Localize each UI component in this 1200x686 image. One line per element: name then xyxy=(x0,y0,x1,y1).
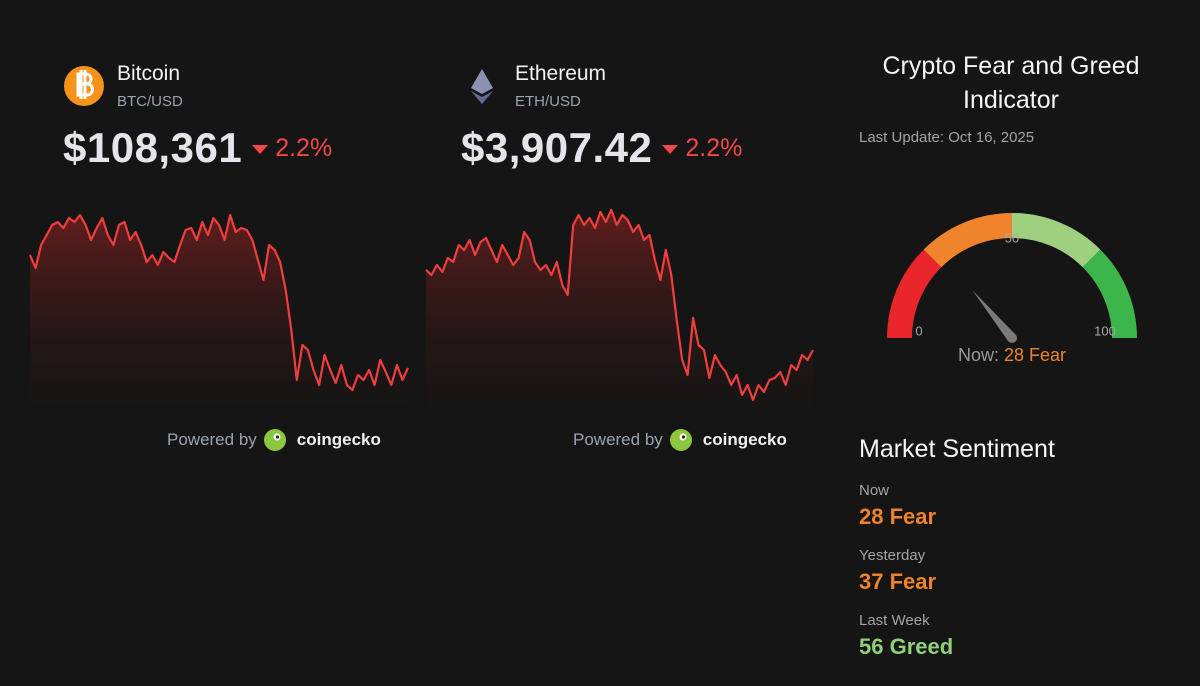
sparkline xyxy=(425,208,814,402)
bitcoin-glyph xyxy=(76,70,94,99)
gauge-band xyxy=(1082,249,1137,338)
gauge-band xyxy=(887,249,942,338)
gauge-tick-label: 0 xyxy=(915,323,922,338)
sentiment-number: 28 xyxy=(859,504,884,529)
sparkline xyxy=(28,213,409,392)
now-number: 28 xyxy=(1003,345,1025,365)
coin-change: 2.2% xyxy=(275,133,333,162)
sentiment-class: Fear xyxy=(889,569,937,594)
down-arrow xyxy=(662,145,679,154)
logo-circle xyxy=(669,429,692,451)
sentiment-number: 37 xyxy=(859,569,884,594)
sentiment-label: Now xyxy=(859,482,890,499)
gauge-tick-label: 50 xyxy=(1005,230,1019,245)
gauge-tick-label: 100 xyxy=(1094,323,1116,338)
logo-circle xyxy=(263,429,286,451)
sentiment-number: 56 xyxy=(859,634,884,659)
sentiment-label: Yesterday xyxy=(859,547,926,564)
coin-pair: BTC/USD xyxy=(117,93,183,110)
gauge-band xyxy=(1012,213,1101,268)
powered-text: Powered by xyxy=(167,430,257,449)
logo-pupil xyxy=(275,435,279,439)
brand: coingecko xyxy=(702,430,787,449)
last-update: Last Update: Oct 16, 2025 xyxy=(859,129,1035,146)
now-value: 28 Fear xyxy=(1004,345,1066,365)
coin-name: Bitcoin xyxy=(117,62,181,85)
eth-icon-top xyxy=(471,69,493,94)
sentiment-value: 28 Fear xyxy=(859,504,936,530)
sentiment-title: Market Sentiment xyxy=(859,435,1055,463)
sentiment-class: Fear xyxy=(889,504,937,529)
sentiment-value: 37 Fear xyxy=(859,569,936,595)
powered-by: Powered by coingecko xyxy=(573,428,787,452)
down-triangle xyxy=(662,145,679,154)
needle-hub xyxy=(1007,333,1017,343)
sentiment-label: Last Week xyxy=(859,612,930,629)
now-label: Now: xyxy=(957,345,999,365)
logo-pupil xyxy=(681,435,685,439)
eth-icon-bottom xyxy=(471,91,493,104)
down-triangle xyxy=(252,145,269,154)
powered-by: Powered by coingecko xyxy=(167,428,381,452)
sparkline-area xyxy=(30,215,408,405)
price-row: $3,907.42 2.2% xyxy=(461,124,742,172)
coingecko-logo xyxy=(669,429,692,451)
coin-pair: ETH/USD xyxy=(515,93,581,110)
coin-price: $3,907.42 xyxy=(461,124,653,171)
powered-text: Powered by xyxy=(573,430,663,449)
sentiment-class: Greed xyxy=(889,634,954,659)
coin-price: $108,361 xyxy=(63,124,243,171)
coin-name: Ethereum xyxy=(515,62,607,85)
brand: coingecko xyxy=(296,430,381,449)
down-arrow xyxy=(252,145,269,154)
gauge-needle xyxy=(972,290,1016,342)
gauge-now: Now: 28 Fear xyxy=(860,345,1164,366)
now-class: Fear xyxy=(1029,345,1067,365)
coin-change: 2.2% xyxy=(685,133,743,162)
fear-greed-title: Crypto Fear and Greed Indicator xyxy=(882,52,1140,114)
gauge-band xyxy=(923,213,1012,268)
sentiment-value: 56 Greed xyxy=(859,634,953,660)
coingecko-logo xyxy=(263,429,286,451)
price-row: $108,361 2.2% xyxy=(63,124,332,172)
